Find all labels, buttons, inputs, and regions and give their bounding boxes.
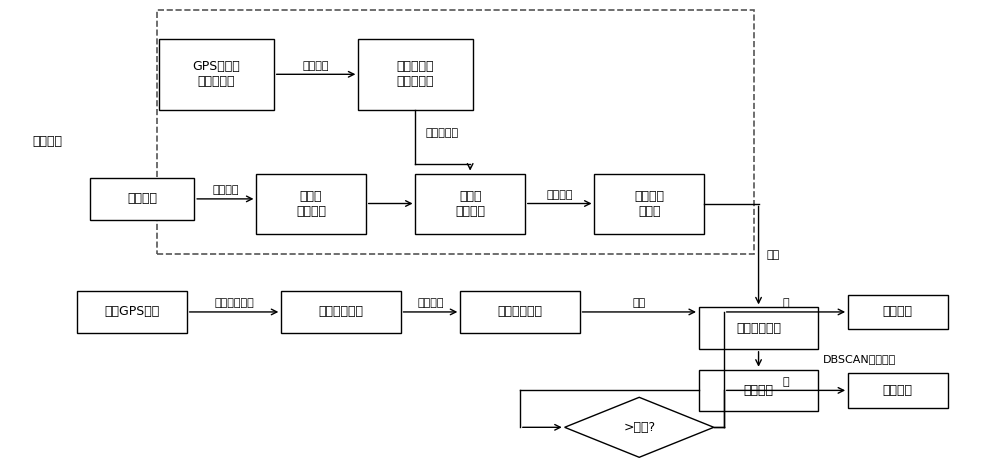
Bar bbox=[358, 39, 473, 110]
Text: 轨迹化处理: 轨迹化处理 bbox=[425, 127, 459, 138]
Bar bbox=[90, 178, 194, 219]
Text: 待聚类数据集: 待聚类数据集 bbox=[736, 322, 781, 334]
Text: 区域化
轨迹数据: 区域化 轨迹数据 bbox=[455, 190, 485, 218]
Polygon shape bbox=[565, 397, 714, 457]
Text: 地图匹配: 地图匹配 bbox=[546, 190, 573, 200]
Bar bbox=[460, 291, 580, 333]
Text: 清洗后数据
（一个月）: 清洗后数据 （一个月） bbox=[397, 60, 434, 88]
Text: 提取、轨迹化: 提取、轨迹化 bbox=[214, 298, 254, 308]
Bar bbox=[699, 369, 818, 411]
Text: 提取: 提取 bbox=[633, 298, 646, 308]
Bar bbox=[281, 291, 401, 333]
Text: 待测GPS数据: 待测GPS数据 bbox=[104, 305, 160, 318]
Text: 离线数据: 离线数据 bbox=[33, 134, 63, 148]
Text: 通行正常: 通行正常 bbox=[883, 384, 913, 397]
Text: 否: 否 bbox=[783, 377, 789, 387]
Text: GPS数据集
（一个月）: GPS数据集 （一个月） bbox=[193, 60, 240, 88]
Text: 通行异常: 通行异常 bbox=[883, 305, 913, 318]
Text: 当前旅行时间: 当前旅行时间 bbox=[497, 305, 542, 318]
Text: 基础处理: 基础处理 bbox=[303, 61, 329, 71]
Text: 地图匹配: 地图匹配 bbox=[417, 298, 444, 308]
Bar bbox=[594, 174, 704, 234]
Bar bbox=[415, 174, 525, 234]
Bar bbox=[159, 39, 274, 110]
Text: 旅行时间
数据集: 旅行时间 数据集 bbox=[634, 190, 664, 218]
Bar bbox=[848, 373, 948, 408]
Text: 区域化
路网数据: 区域化 路网数据 bbox=[296, 190, 326, 218]
Bar bbox=[699, 307, 818, 349]
Text: 异常阈值: 异常阈值 bbox=[744, 384, 774, 397]
Text: 待测轨迹数据: 待测轨迹数据 bbox=[318, 305, 363, 318]
Text: 路网数据: 路网数据 bbox=[127, 192, 157, 205]
Text: 是: 是 bbox=[783, 298, 789, 308]
Text: >阈值?: >阈值? bbox=[623, 421, 655, 434]
Text: 提取: 提取 bbox=[767, 250, 780, 261]
Text: 区域划分: 区域划分 bbox=[212, 185, 239, 195]
Bar bbox=[848, 295, 948, 329]
Bar bbox=[256, 174, 366, 234]
Text: DBSCAN聚类处理: DBSCAN聚类处理 bbox=[823, 354, 896, 364]
Bar bbox=[77, 291, 187, 333]
Bar bbox=[157, 10, 754, 254]
